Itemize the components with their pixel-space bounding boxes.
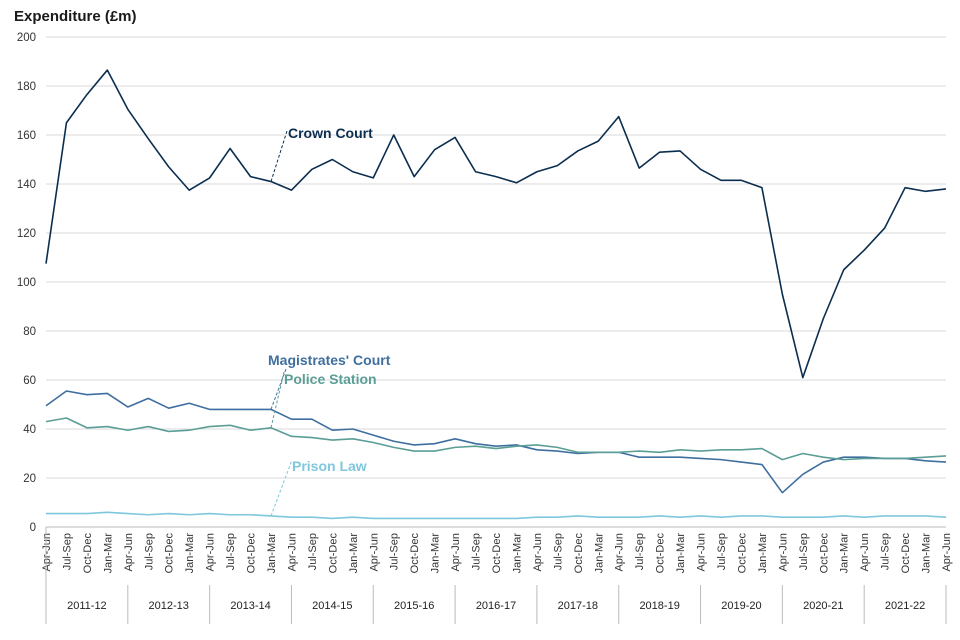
x-quarter-tick-label: Oct-Dec <box>82 533 94 574</box>
x-quarter-tick-label: Jul-Sep <box>552 533 564 570</box>
x-quarter-tick-label: Apr-Jun <box>614 533 626 572</box>
annotation-label: Magistrates' Court <box>268 352 391 368</box>
annotation-label: Police Station <box>284 371 377 387</box>
x-quarter-tick-label: Apr-Jun <box>532 533 544 572</box>
x-financial-year-label: 2015-16 <box>394 600 434 612</box>
y-tick-label: 120 <box>17 228 36 240</box>
y-tick-label: 20 <box>23 473 36 485</box>
y-tick-label: 160 <box>17 130 36 142</box>
x-quarter-tick-label: Oct-Dec <box>164 533 176 574</box>
x-quarter-tick-label: Jul-Sep <box>798 533 810 570</box>
series-line-police-station <box>45 417 947 461</box>
y-tick-label: 80 <box>23 326 36 338</box>
x-quarter-tick-label: Oct-Dec <box>655 533 667 574</box>
y-axis-ticks: 0 20 40 60 80 100 120 140 160 180 200 <box>17 32 36 534</box>
y-tick-label: 100 <box>17 277 36 289</box>
x-financial-year-label: 2012-13 <box>149 600 189 612</box>
x-quarter-tick-label: Apr-Jun <box>859 533 871 572</box>
annotation-leader-line <box>270 368 287 410</box>
x-financial-year-label: 2020-21 <box>803 600 843 612</box>
x-quarter-tick-label: Apr-Jun <box>941 533 953 572</box>
x-quarter-tick-label: Jan-Mar <box>184 533 196 574</box>
x-quarter-tick-label: Apr-Jun <box>450 533 462 572</box>
x-financial-year-label: 2016-17 <box>476 600 516 612</box>
x-quarter-tick-label: Jul-Sep <box>716 533 728 570</box>
x-quarter-tick-label: Jul-Sep <box>307 533 319 570</box>
x-axis: Apr-Jun Jul-Sep Oct-Dec Jan-Mar Apr-Jun Jul-S… <box>41 527 953 624</box>
x-quarter-tick-label: Apr-Jun <box>368 533 380 572</box>
x-quarter-tick-label: Jan-Mar <box>757 533 769 574</box>
x-quarter-tick-label: Jul-Sep <box>634 533 646 570</box>
annotation-label: Prison Law <box>292 458 367 474</box>
x-quarter-tick-label: Apr-Jun <box>41 533 53 572</box>
x-quarter-tick-label: Jan-Mar <box>511 533 523 574</box>
x-quarter-tick-label: Oct-Dec <box>736 533 748 574</box>
x-financial-year-label: 2013-14 <box>230 600 270 612</box>
x-quarter-tick-label: Jan-Mar <box>593 533 605 574</box>
series-lines <box>45 69 947 520</box>
x-quarter-tick-label: Oct-Dec <box>327 533 339 574</box>
x-quarter-tick-label: Apr-Jun <box>286 533 298 572</box>
x-quarter-tick-label: Oct-Dec <box>491 533 503 574</box>
x-quarter-tick-label: Jul-Sep <box>143 533 155 570</box>
x-quarter-tick-label: Apr-Jun <box>205 533 217 572</box>
x-quarter-tick-label: Jan-Mar <box>430 533 442 574</box>
x-quarter-tick-label: Oct-Dec <box>818 533 830 574</box>
gridlines <box>46 36 946 528</box>
x-financial-year-label: 2017-18 <box>558 600 598 612</box>
series-line-crown-court <box>45 69 947 379</box>
y-tick-label: 0 <box>30 522 36 534</box>
x-financial-year-label: 2019-20 <box>721 600 761 612</box>
annotation-leader-line <box>270 371 285 428</box>
x-financial-year-label: 2021-22 <box>885 600 925 612</box>
x-quarter-tick-label: Oct-Dec <box>900 533 912 574</box>
x-financial-year-label: 2018-19 <box>639 600 679 612</box>
series-line-magistrates-court <box>45 390 947 494</box>
x-quarter-tick-label: Jan-Mar <box>675 533 687 574</box>
x-quarter-tick-label: Oct-Dec <box>409 533 421 574</box>
y-tick-label: 180 <box>17 81 36 93</box>
x-quarter-tick-label: Jan-Mar <box>921 533 933 574</box>
x-quarter-tick-label: Jan-Mar <box>839 533 851 574</box>
x-quarter-tick-label: Jul-Sep <box>471 533 483 570</box>
x-quarter-tick-label: Oct-Dec <box>246 533 258 574</box>
x-quarter-tick-label: Jul-Sep <box>225 533 237 570</box>
y-tick-label: 140 <box>17 179 36 191</box>
x-quarter-tick-label: Oct-Dec <box>573 533 585 574</box>
x-quarter-tick-label: Jul-Sep <box>389 533 401 570</box>
series-labels: Crown Court Magistrates' Court Police Stat… <box>268 125 391 517</box>
annotation-leader-line <box>270 130 288 182</box>
x-quarter-tick-label: Apr-Jun <box>696 533 708 572</box>
x-quarter-tick-label: Jul-Sep <box>61 533 73 570</box>
y-axis-title: Expenditure (£m) <box>14 8 137 25</box>
series-line-prison-law <box>46 511 947 520</box>
x-financial-year-label: 2014-15 <box>312 600 352 612</box>
annotation-leader-line <box>270 459 293 517</box>
x-quarter-tick-label: Jul-Sep <box>880 533 892 570</box>
x-quarter-tick-label: Jan-Mar <box>348 533 360 574</box>
x-quarter-tick-label: Jan-Mar <box>266 533 278 574</box>
x-financial-year-label: 2011-12 <box>67 600 107 612</box>
x-quarter-tick-label: Jan-Mar <box>102 533 114 574</box>
y-tick-label: 200 <box>17 32 36 44</box>
y-tick-label: 40 <box>23 424 36 436</box>
x-quarter-tick-label: Apr-Jun <box>777 533 789 572</box>
x-quarter-tick-label: Apr-Jun <box>123 533 135 572</box>
y-tick-label: 60 <box>23 375 36 387</box>
annotation-label: Crown Court <box>288 125 373 141</box>
